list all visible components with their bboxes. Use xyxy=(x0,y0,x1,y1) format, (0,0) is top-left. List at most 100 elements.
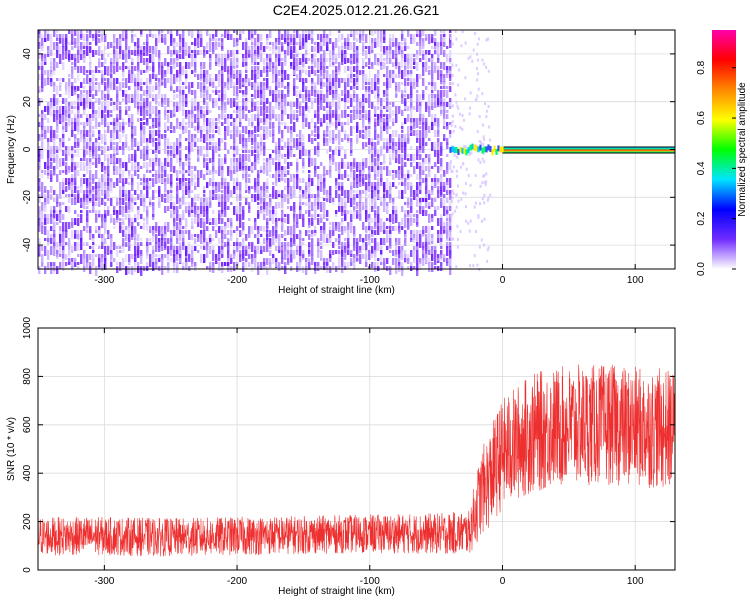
noise-cell xyxy=(311,246,314,256)
noise-cell xyxy=(191,118,194,122)
noise-cell xyxy=(419,154,422,160)
noise-cell xyxy=(344,42,347,49)
noise-cell xyxy=(38,66,41,70)
noise-cell xyxy=(161,74,164,78)
noise-cell xyxy=(83,258,86,268)
noise-cell xyxy=(362,238,365,243)
noise-cell xyxy=(462,191,465,195)
noise-cell xyxy=(308,70,311,77)
noise-cell xyxy=(212,46,215,54)
noise-cell xyxy=(428,58,431,62)
noise-cell xyxy=(296,162,299,172)
noise-cell xyxy=(68,54,71,60)
noise-cell xyxy=(119,198,122,205)
noise-cell xyxy=(104,134,107,144)
noise-cell xyxy=(182,106,185,111)
noise-cell xyxy=(350,262,353,266)
noise-cell xyxy=(266,226,269,232)
noise-cell xyxy=(197,122,200,127)
noise-cell xyxy=(356,206,359,209)
noise-cell xyxy=(431,238,434,241)
noise-cell xyxy=(152,158,155,164)
noise-cell xyxy=(149,110,152,116)
noise-cell xyxy=(302,242,305,245)
noise-cell xyxy=(474,201,477,205)
noise-cell xyxy=(335,122,338,130)
noise-cell xyxy=(77,94,80,100)
noise-cell xyxy=(50,50,53,56)
noise-cell xyxy=(83,166,86,171)
noise-cell xyxy=(338,138,341,145)
noise-cell xyxy=(359,70,362,75)
noise-cell xyxy=(305,34,308,43)
noise-cell xyxy=(62,134,65,139)
noise-cell xyxy=(377,114,380,120)
noise-cell xyxy=(257,206,260,209)
noise-cell xyxy=(275,238,278,243)
noise-cell xyxy=(236,238,239,245)
noise-cell xyxy=(203,162,206,168)
noise-cell xyxy=(47,150,50,158)
noise-cell xyxy=(179,150,182,160)
noise-cell xyxy=(239,158,242,162)
noise-cell xyxy=(341,254,344,259)
noise-cell xyxy=(191,170,194,178)
noise-cell xyxy=(128,226,131,230)
noise-cell xyxy=(263,258,266,264)
noise-cell xyxy=(296,106,299,109)
noise-cell xyxy=(386,178,389,186)
noise-cell xyxy=(362,30,365,36)
noise-cell xyxy=(95,226,98,230)
noise-cell xyxy=(176,194,179,204)
noise-cell xyxy=(152,130,155,138)
noise-cell xyxy=(272,122,275,128)
noise-cell xyxy=(281,82,284,88)
noise-cell xyxy=(68,86,71,92)
noise-cell xyxy=(263,142,266,149)
noise-cell xyxy=(383,222,386,232)
noise-cell xyxy=(434,130,437,137)
noise-cell xyxy=(440,86,443,89)
noise-cell xyxy=(140,82,143,85)
noise-cell xyxy=(347,226,350,230)
noise-cell xyxy=(50,174,53,178)
noise-cell xyxy=(80,242,83,250)
noise-cell xyxy=(326,46,329,51)
noise-cell xyxy=(296,62,299,68)
noise-cell xyxy=(281,246,284,250)
noise-cell xyxy=(98,146,101,151)
noise-cell xyxy=(224,202,227,210)
noise-cell xyxy=(398,154,401,164)
noise-cell xyxy=(218,214,221,218)
noise-cell xyxy=(416,246,419,251)
noise-cell xyxy=(212,78,215,85)
noise-cell xyxy=(98,230,101,235)
signal-blob xyxy=(463,147,466,154)
noise-cell xyxy=(122,30,125,40)
noise-cell xyxy=(221,122,224,126)
noise-cell xyxy=(182,190,185,194)
noise-cell xyxy=(410,218,413,226)
noise-cell xyxy=(158,190,161,197)
noise-cell xyxy=(248,134,251,139)
noise-cell xyxy=(377,182,380,188)
noise-cell xyxy=(422,114,425,119)
noise-cell xyxy=(263,214,266,220)
noise-cell xyxy=(449,178,452,188)
noise-cell xyxy=(98,142,101,146)
noise-cell xyxy=(221,46,224,49)
noise-cell xyxy=(101,166,104,172)
noise-cell xyxy=(464,41,467,45)
noise-cell xyxy=(236,226,239,231)
noise-cell xyxy=(350,222,353,228)
noise-cell xyxy=(101,110,104,118)
noise-cell xyxy=(134,258,137,262)
noise-cell xyxy=(233,126,236,134)
noise-cell xyxy=(38,86,41,91)
noise-cell xyxy=(212,130,215,133)
noise-cell xyxy=(326,130,329,136)
noise-cell xyxy=(326,238,329,243)
noise-cell xyxy=(50,102,53,109)
noise-cell xyxy=(480,141,483,145)
noise-cell xyxy=(281,250,284,259)
